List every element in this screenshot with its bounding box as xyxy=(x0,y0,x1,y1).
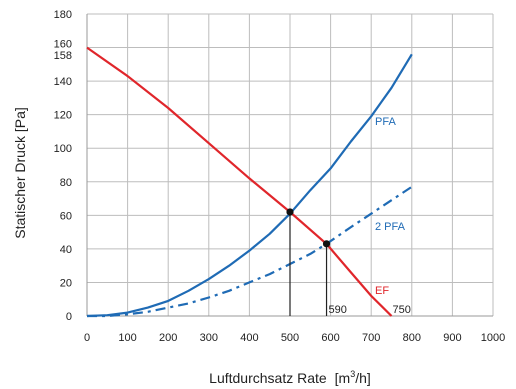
annotations: 590 750 xyxy=(329,304,411,316)
x-axis-unit: [m xyxy=(335,370,351,386)
annotation-label: 590 xyxy=(329,304,347,316)
series-labels: PFA 2 PFA EF xyxy=(375,116,406,297)
series-label: EF xyxy=(375,285,389,297)
x-tick-label: 1000 xyxy=(481,332,505,344)
y-tick-label: 100 xyxy=(54,143,72,155)
x-tick-label: 200 xyxy=(159,332,177,344)
y-tick-label: 158 xyxy=(54,50,72,62)
y-tick-label: 160 xyxy=(54,39,72,51)
intersection-point xyxy=(286,208,294,216)
series-label: 2 PFA xyxy=(375,221,406,233)
x-axis-title-main: Luftdurchsatz Rate xyxy=(209,370,327,386)
y-tick-label: 40 xyxy=(60,244,72,256)
x-tick-label: 100 xyxy=(118,332,136,344)
series-line xyxy=(86,46,393,317)
intersection-points xyxy=(286,208,331,248)
y-axis-title: Statischer Druck [Pa] xyxy=(12,107,28,239)
drop-lines xyxy=(289,211,328,316)
series-label: PFA xyxy=(375,116,396,128)
y-tick-label: 120 xyxy=(54,110,72,122)
x-tick-label: 400 xyxy=(240,332,258,344)
x-tick-label: 800 xyxy=(403,332,421,344)
x-tick-labels: 0 100 200 300 400 500 600 700 800 900 1000 xyxy=(84,332,505,344)
x-tick-label: 700 xyxy=(362,332,380,344)
x-tick-label: 900 xyxy=(443,332,461,344)
x-axis-unit-end: /h] xyxy=(355,370,371,386)
y-tick-label: 80 xyxy=(60,177,72,189)
annotation-label: 750 xyxy=(393,304,411,316)
x-axis-title: Luftdurchsatz Rate [m3/h] xyxy=(209,369,371,386)
x-tick-label: 500 xyxy=(281,332,299,344)
y-tick-label: 140 xyxy=(54,76,72,88)
y-tick-label: 180 xyxy=(54,9,72,21)
y-tick-label: 60 xyxy=(60,210,72,222)
intersection-point xyxy=(322,240,331,248)
x-tick-label: 0 xyxy=(84,332,90,344)
series-lines xyxy=(86,46,413,318)
y-tick-label: 20 xyxy=(60,277,72,289)
x-tick-label: 300 xyxy=(200,332,218,344)
y-tick-label: 0 xyxy=(66,311,72,323)
x-tick-label: 600 xyxy=(321,332,339,344)
x-axis-unit-sup: 3 xyxy=(350,369,355,379)
series-line xyxy=(87,185,413,318)
series-line xyxy=(86,53,413,318)
